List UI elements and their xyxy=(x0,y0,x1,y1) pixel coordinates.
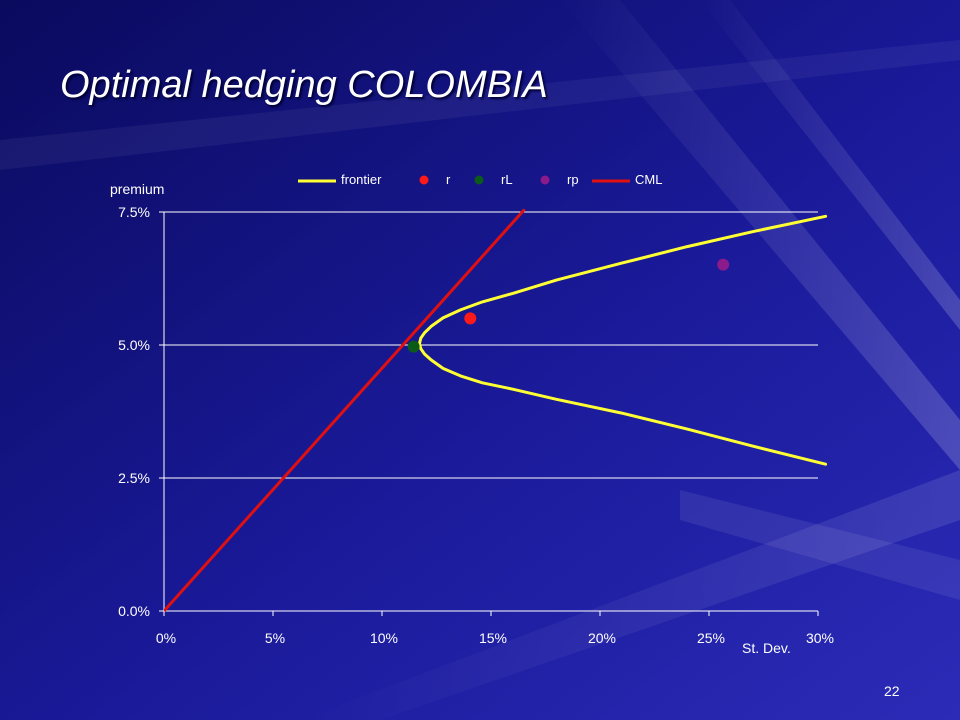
chart-legend: frontier r rL rp CML xyxy=(298,172,662,187)
x-tick-label-0: 0% xyxy=(156,630,176,646)
data-point-rl xyxy=(407,340,420,353)
x-axis-label: St. Dev. xyxy=(742,640,791,656)
legend-label-rp: rp xyxy=(567,172,579,187)
x-tick-label-6: 30% xyxy=(806,630,834,646)
data-point-r xyxy=(464,312,477,325)
legend-label-r: r xyxy=(446,172,451,187)
series-layer xyxy=(164,208,828,613)
grid-lines xyxy=(164,211,818,479)
y-tick-label-2: 5.0% xyxy=(118,337,150,353)
legend-swatch-rp xyxy=(540,175,550,185)
legend-swatch-r xyxy=(419,175,429,185)
points-layer xyxy=(407,258,730,353)
y-axis-ticks: 0.0% 2.5% 5.0% 7.5% xyxy=(118,204,164,619)
x-tick-label-1: 5% xyxy=(265,630,285,646)
x-tick-label-3: 15% xyxy=(479,630,507,646)
legend-label-rL: rL xyxy=(501,172,513,187)
efficient-frontier-chart: 0.0% 2.5% 5.0% 7.5% 0% 5% 10% 15% 20% 25% 30% pre… xyxy=(110,172,834,656)
y-tick-label-1: 2.5% xyxy=(118,470,150,486)
data-point-rp xyxy=(717,258,730,271)
legend-label-frontier: frontier xyxy=(341,172,382,187)
y-axis-label: premium xyxy=(110,181,164,197)
series-line-cml xyxy=(164,208,526,613)
x-tick-label-5: 25% xyxy=(697,630,725,646)
slide-title: Optimal hedging COLOMBIA xyxy=(60,64,548,106)
legend-label-cml: CML xyxy=(635,172,662,187)
x-tick-label-2: 10% xyxy=(370,630,398,646)
y-tick-label-0: 0.0% xyxy=(118,603,150,619)
x-tick-label-4: 20% xyxy=(588,630,616,646)
series-line-frontier xyxy=(418,214,828,466)
x-axis-ticks: 0% 5% 10% 15% 20% 25% 30% xyxy=(156,611,834,646)
page-number: 22 xyxy=(884,683,900,699)
y-tick-label-3: 7.5% xyxy=(118,204,150,220)
legend-swatch-rL xyxy=(474,175,484,185)
